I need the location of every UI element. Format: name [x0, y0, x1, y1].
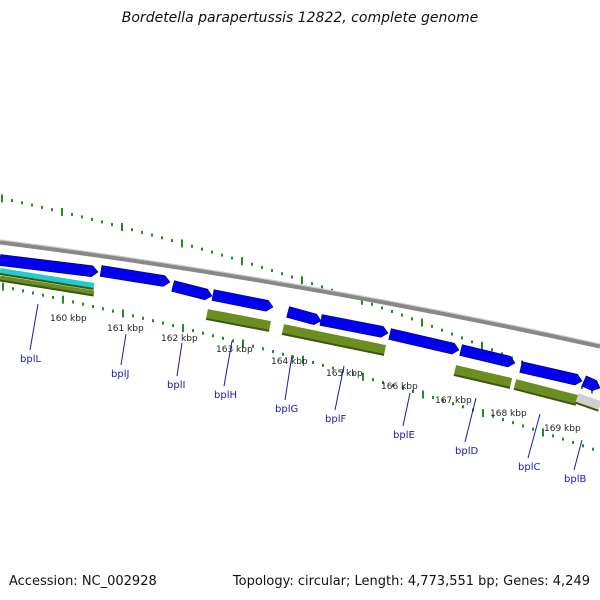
cds-arrow: [171, 280, 213, 301]
gene-bar: [206, 309, 271, 331]
backbone-line: [0, 239, 600, 349]
gene-bar-edge: [513, 387, 577, 406]
gene-label: bplH: [214, 390, 237, 401]
feature-track: [0, 254, 600, 412]
gene-label: bplI: [167, 380, 185, 391]
green-feature: [0, 275, 95, 296]
outer-tick-marks: [1, 194, 593, 394]
gene-bar: [453, 365, 513, 388]
scale-label: 165 kbp: [326, 369, 363, 379]
scale-label: 168 kbp: [490, 409, 527, 419]
gene-label: bplC: [518, 462, 540, 473]
cds-arrow: [211, 289, 274, 312]
scale-label: 160 kbp: [50, 314, 87, 324]
gene-label: bplJ: [111, 369, 129, 380]
gene-leader-line: [464, 397, 477, 443]
map-title: Bordetella parapertussis 12822, complete…: [121, 10, 479, 26]
cyan-feature-edge: [0, 273, 94, 290]
scale-label: 163 kbp: [216, 345, 253, 355]
gene-label: bplL: [20, 354, 41, 365]
gene-label: bplB: [564, 474, 586, 485]
cds-arrow: [459, 344, 516, 368]
backbone-highlight: [0, 239, 600, 345]
gene-label: bplE: [393, 430, 415, 441]
gene-bar-edge: [281, 332, 385, 356]
scale-label: 166 kbp: [381, 382, 418, 392]
genome-summary-text: Topology: circular; Length: 4,773,551 bp…: [232, 574, 590, 589]
scale-label: 169 kbp: [544, 424, 581, 434]
cds-arrow: [519, 361, 583, 386]
cds-arrow: [388, 328, 460, 355]
scale-label: 167 kbp: [435, 396, 472, 406]
gene-leader-line: [223, 340, 233, 387]
grey-feature: [575, 393, 600, 411]
gene-leader-line: [29, 303, 39, 351]
accession-text: Accession: NC_002928: [9, 574, 157, 589]
grey-feature-edge: [575, 401, 599, 412]
cds-arrow: [319, 314, 389, 338]
scale-label: 162 kbp: [161, 334, 198, 344]
gene-leader-line: [573, 439, 583, 471]
cds-arrow: [286, 306, 322, 326]
cyan-feature: [0, 268, 95, 289]
cds-arrow: [0, 254, 99, 278]
gene-leader-line: [527, 413, 541, 459]
scale-labels: 160 kbp 161 kbp 162 kbp 163 kbp 164 kbp 165 k…: [50, 314, 581, 434]
gene-labels: bplL bplJ bplI bplH bplG bplF bplE bplD bplC bplB: [20, 303, 586, 485]
cds-arrow: [99, 265, 171, 287]
cds-arrow: [581, 375, 600, 391]
scale-label: 164 kbp: [271, 357, 308, 367]
scale-label: 161 kbp: [107, 324, 144, 334]
gene-bar-edge: [453, 373, 511, 389]
gene-bar: [513, 379, 579, 405]
gene-leader-line: [120, 333, 127, 366]
gene-leader-line: [402, 392, 411, 427]
gene-bar: [281, 324, 387, 355]
gene-leader-line: [334, 365, 345, 411]
gene-leader-line: [284, 354, 293, 401]
gene-leader-line: [176, 342, 183, 377]
gene-label: bplF: [325, 414, 346, 425]
gene-bar-edge: [205, 317, 270, 332]
inner-tick-marks: [2, 282, 594, 451]
gene-label: bplG: [275, 404, 298, 415]
gene-label: bplD: [455, 446, 478, 457]
green-feature-edge: [0, 279, 94, 297]
